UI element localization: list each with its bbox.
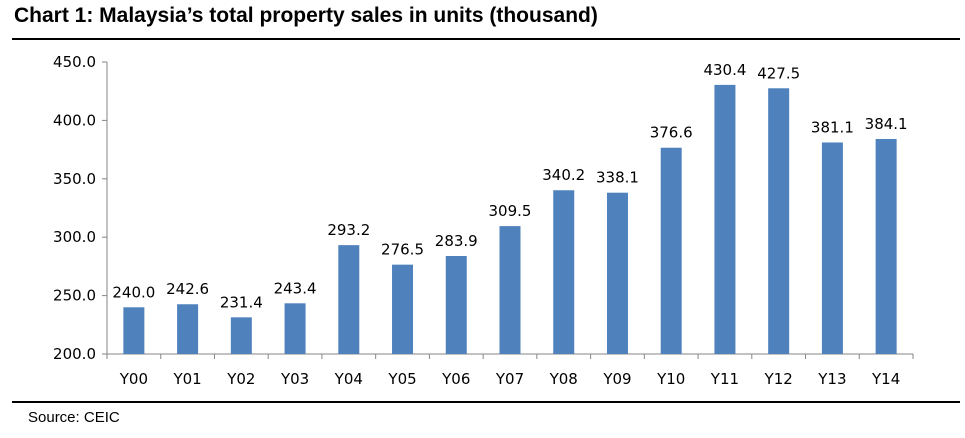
y-tick-label: 200.0 — [53, 345, 96, 363]
x-tick-label: Y00 — [119, 370, 148, 388]
bar-chart: 200.0 250.0 300.0 350.0 400.0 450.0 Y00 Y01 Y02… — [53, 53, 914, 388]
y-tick-label: 250.0 — [53, 287, 96, 305]
bar — [714, 84, 736, 355]
data-label: 381.1 — [811, 118, 854, 136]
x-tick-label: Y06 — [441, 370, 470, 388]
chart-title: Chart 1: Malaysia’s total property sales… — [14, 4, 598, 27]
bar — [284, 303, 306, 354]
x-tick-label: Y01 — [172, 370, 201, 388]
x-tick-label: Y05 — [387, 370, 416, 388]
bar — [606, 192, 628, 354]
source-note: Source: CEIC — [28, 409, 120, 426]
bar — [230, 317, 252, 354]
x-tick-label: Y10 — [656, 370, 685, 388]
y-tick-label: 350.0 — [53, 170, 96, 188]
x-tick-label: Y02 — [226, 370, 255, 388]
x-tick-label: Y11 — [710, 370, 739, 388]
title-rule — [12, 38, 960, 40]
data-label: 283.9 — [435, 232, 478, 250]
bar — [768, 88, 790, 354]
x-tick-label: Y03 — [280, 370, 309, 388]
y-axis: 200.0 250.0 300.0 350.0 400.0 450.0 — [53, 53, 108, 363]
data-label: 427.5 — [757, 64, 800, 82]
data-label: 376.6 — [650, 124, 693, 142]
x-tick-label: Y13 — [817, 370, 846, 388]
x-tick-label: Y14 — [871, 370, 900, 388]
data-label: 384.1 — [865, 115, 908, 133]
data-label: 243.4 — [274, 279, 317, 297]
bar — [392, 264, 414, 354]
data-label: 242.6 — [166, 280, 209, 298]
data-label: 309.5 — [489, 202, 532, 220]
data-label: 276.5 — [381, 241, 424, 259]
x-tick-label: Y12 — [764, 370, 793, 388]
bar — [445, 256, 467, 354]
y-tick-label: 400.0 — [53, 111, 96, 129]
bar — [821, 142, 843, 354]
data-label: 231.4 — [220, 293, 263, 311]
bar — [553, 190, 575, 354]
bar — [660, 147, 682, 354]
x-tick-label: Y08 — [549, 370, 578, 388]
y-tick-label: 450.0 — [53, 53, 96, 71]
bar — [499, 226, 521, 354]
x-axis: Y00 Y01 Y02 Y03 Y04 Y05 Y06 Y07 Y08 Y09 Y10 Y11 Y12 Y… — [106, 353, 914, 388]
x-tick-label: Y07 — [495, 370, 524, 388]
bar — [177, 304, 199, 354]
bar — [338, 245, 360, 354]
data-label: 240.0 — [112, 283, 155, 301]
y-tick-label: 300.0 — [53, 228, 96, 246]
bar-series — [123, 84, 897, 355]
data-label: 293.2 — [327, 221, 370, 239]
x-tick-label: Y09 — [602, 370, 631, 388]
data-labels: 240.0 242.6 231.4 243.4 293.2 276.5 283.9 309.5… — [112, 61, 907, 311]
footer-rule — [12, 401, 960, 403]
x-tick-label: Y04 — [334, 370, 363, 388]
data-label: 340.2 — [542, 166, 585, 184]
data-label: 338.1 — [596, 169, 639, 187]
bar — [875, 138, 897, 354]
bar — [123, 307, 145, 354]
data-label: 430.4 — [703, 61, 746, 79]
